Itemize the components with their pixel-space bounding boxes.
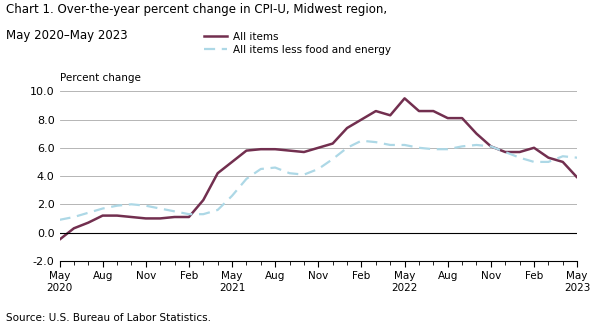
Legend: All items, All items less food and energy: All items, All items less food and energ… <box>205 32 390 55</box>
All items less food and energy <box>415 146 422 150</box>
All items less food and energy <box>243 177 250 181</box>
All items <box>401 96 408 100</box>
All items <box>473 132 480 136</box>
All items <box>487 144 494 148</box>
All items less food and energy <box>271 166 278 170</box>
All items less food and energy <box>487 144 494 148</box>
All items <box>444 116 451 120</box>
All items less food and energy <box>545 160 552 164</box>
All items <box>228 160 236 164</box>
All items less food and energy <box>142 204 149 208</box>
All items <box>574 175 581 179</box>
All items less food and energy <box>70 215 77 219</box>
All items <box>142 216 149 220</box>
All items <box>257 147 264 151</box>
All items less food and energy <box>574 156 581 160</box>
Text: Source: U.S. Bureau of Labor Statistics.: Source: U.S. Bureau of Labor Statistics. <box>6 313 211 323</box>
All items <box>430 109 437 113</box>
All items <box>372 109 380 113</box>
All items <box>531 146 538 150</box>
All items <box>559 160 566 164</box>
All items <box>300 150 308 154</box>
All items less food and energy <box>329 157 336 161</box>
All items less food and energy <box>343 146 350 150</box>
All items less food and energy <box>516 156 523 160</box>
All items <box>200 198 207 202</box>
All items <box>459 116 466 120</box>
All items <box>271 147 278 151</box>
All items <box>286 149 293 153</box>
All items less food and energy <box>300 173 308 177</box>
All items <box>99 214 106 217</box>
All items less food and energy <box>214 208 221 212</box>
All items less food and energy <box>286 171 293 175</box>
Line: All items: All items <box>60 98 577 240</box>
All items <box>343 126 350 130</box>
All items <box>516 150 523 154</box>
All items <box>128 215 135 219</box>
All items less food and energy <box>228 194 236 198</box>
All items less food and energy <box>372 140 380 144</box>
All items <box>171 215 178 219</box>
All items <box>214 171 221 175</box>
All items less food and energy <box>128 202 135 206</box>
All items less food and energy <box>315 167 322 171</box>
All items less food and energy <box>200 212 207 216</box>
Text: May 2020–May 2023: May 2020–May 2023 <box>6 29 127 42</box>
All items less food and energy <box>559 154 566 158</box>
All items <box>358 118 365 122</box>
All items less food and energy <box>84 211 92 215</box>
All items <box>329 141 336 145</box>
All items <box>315 146 322 150</box>
All items <box>243 149 250 153</box>
All items less food and energy <box>430 147 437 151</box>
All items less food and energy <box>502 150 509 154</box>
All items less food and energy <box>444 147 451 151</box>
All items less food and energy <box>358 139 365 143</box>
All items less food and energy <box>99 207 106 211</box>
All items <box>415 109 422 113</box>
All items <box>502 150 509 154</box>
Line: All items less food and energy: All items less food and energy <box>60 141 577 220</box>
All items <box>387 113 394 117</box>
All items less food and energy <box>156 207 164 211</box>
All items less food and energy <box>171 209 178 213</box>
All items <box>56 238 63 242</box>
All items less food and energy <box>114 204 121 208</box>
All items <box>70 226 77 230</box>
Text: Percent change: Percent change <box>60 73 140 83</box>
All items <box>84 221 92 225</box>
Text: Chart 1. Over-the-year percent change in CPI-U, Midwest region,: Chart 1. Over-the-year percent change in… <box>6 3 387 16</box>
All items <box>186 215 193 219</box>
All items <box>114 214 121 217</box>
All items <box>545 156 552 160</box>
All items less food and energy <box>257 167 264 171</box>
All items less food and energy <box>531 160 538 164</box>
All items <box>156 216 164 220</box>
All items less food and energy <box>387 143 394 147</box>
All items less food and energy <box>473 143 480 147</box>
All items less food and energy <box>56 218 63 222</box>
All items less food and energy <box>186 212 193 216</box>
All items less food and energy <box>401 143 408 147</box>
All items less food and energy <box>459 144 466 148</box>
